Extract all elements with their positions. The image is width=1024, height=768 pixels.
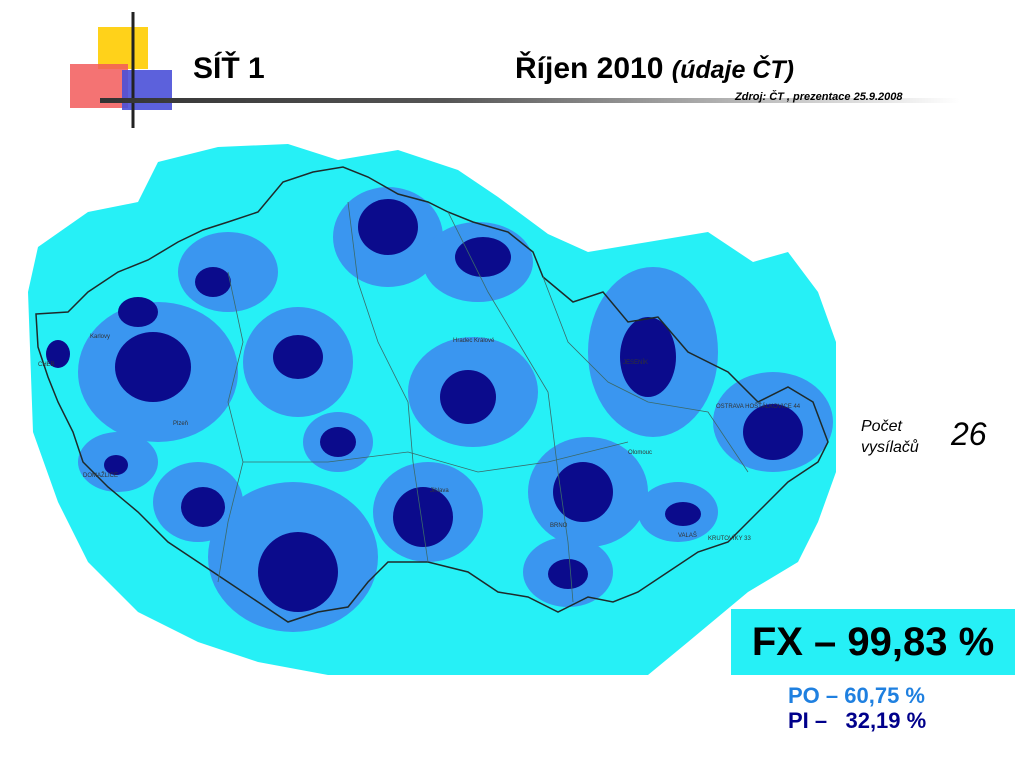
label-olomouc: Olomouc (628, 450, 652, 456)
decorative-squares (70, 12, 190, 128)
label-karlovy: Karlovy (90, 334, 110, 340)
count-label-line1: Počet (861, 418, 902, 435)
label-jesenik: JESENÍK (623, 359, 648, 366)
label-plzen: Plzeň (173, 421, 188, 427)
coverage-map: CHEB Karlovy Plzeň DOMAŽLICE Hradec Král… (28, 144, 836, 675)
slide-title: SÍŤ 1 (193, 52, 265, 85)
fx-coverage-box: FX – 99,83 % (731, 609, 1015, 675)
title-underline (100, 98, 960, 103)
transmitter-count-value: 26 (951, 416, 987, 452)
subtitle-note: (údaje ČT) (671, 56, 794, 84)
slide-subtitle: Říjen 2010 (údaje ČT) (515, 52, 794, 86)
label-domazlice: DOMAŽLICE (83, 471, 118, 479)
subtitle-date: Říjen 2010 (515, 52, 664, 85)
fx-coverage-value: FX – 99,83 % (751, 619, 995, 664)
label-jihlava: Jihlava (430, 488, 449, 494)
count-label-line2: vysílačů (861, 439, 919, 456)
pi-coverage-value: PI – 32,19 % (788, 708, 927, 733)
country-border (35, 166, 829, 623)
label-valas: VALAŠ (678, 532, 697, 539)
region-borders (217, 201, 749, 603)
strong-coverage-areas (46, 199, 803, 612)
label-krutoviky: KRUTOVÍKY 33 (708, 535, 751, 542)
transmitter-count-label: Počet vysílačů (861, 416, 919, 458)
source-note: Zdroj: ČT , prezentace 25.9.2008 (735, 91, 903, 103)
label-ostrava: OSTRAVA HOŠŤÁLKOVICE 44 (716, 402, 801, 410)
label-hradec: Hradec Králové (453, 338, 495, 344)
po-coverage-value: PO – 60,75 % (788, 683, 925, 708)
label-brno: BRNO (550, 523, 568, 529)
label-cheb: CHEB (38, 362, 55, 368)
place-labels: CHEB Karlovy Plzeň DOMAŽLICE Hradec Král… (38, 334, 801, 542)
